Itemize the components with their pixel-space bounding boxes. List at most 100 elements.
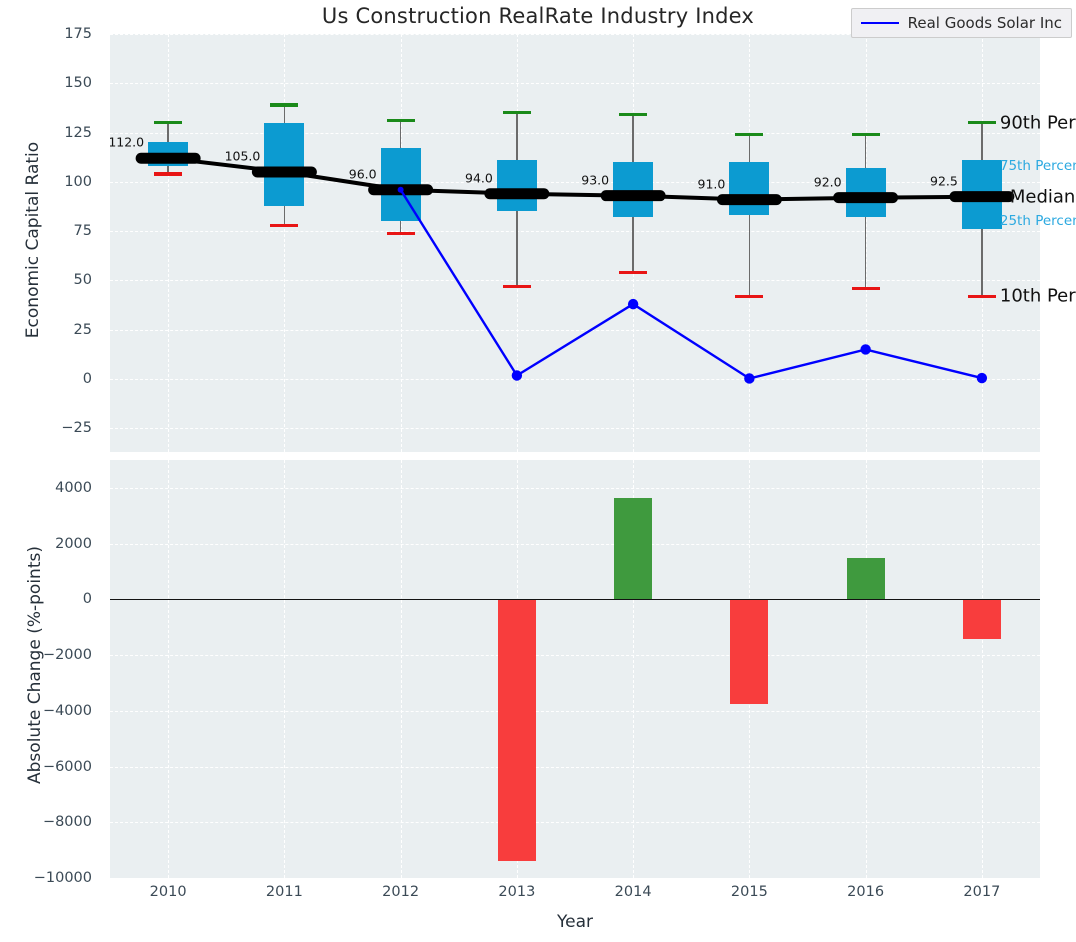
gridline-horizontal <box>110 655 1040 657</box>
y-tick-label: −6000 <box>42 758 92 775</box>
cap-90th-percentile <box>851 132 880 137</box>
y-tick-label: 75 <box>73 223 92 240</box>
cap-10th-percentile <box>270 223 299 227</box>
cap-90th-percentile <box>735 132 764 137</box>
bar-positive <box>846 558 885 600</box>
legend-label: Real Goods Solar Inc <box>907 14 1062 32</box>
x-tick-label: 2012 <box>382 884 420 900</box>
bottom-y-axis-ticks: 4000 2000 0 −2000 −4000 −6000 −8000 −10000 <box>0 460 100 886</box>
gridline-vertical <box>400 460 402 878</box>
cap-90th-percentile <box>154 121 183 125</box>
box-iqr <box>845 168 886 218</box>
y-tick-label: −2000 <box>42 647 92 664</box>
y-tick-label: 4000 <box>55 479 92 496</box>
gridline-horizontal <box>110 231 1040 233</box>
cap-90th-percentile <box>386 119 415 123</box>
legend-line-swatch <box>860 22 899 24</box>
annotation-75th-percentile: 75th Percentile <box>999 158 1076 175</box>
x-tick-label: 2015 <box>730 884 768 900</box>
y-tick-label: 150 <box>64 75 92 92</box>
bar-negative <box>962 599 1001 640</box>
gridline-vertical <box>633 460 635 878</box>
box-iqr <box>613 162 654 218</box>
median-value-label: 92.0 <box>813 174 842 190</box>
median-value-label: 96.0 <box>348 166 377 182</box>
y-tick-label: −25 <box>61 420 92 437</box>
annotation-median: Median <box>1009 186 1076 208</box>
median-value-label: 112.0 <box>110 134 145 150</box>
box-iqr <box>380 148 421 222</box>
gridline-horizontal <box>110 710 1040 712</box>
y-tick-label: 0 <box>82 591 92 608</box>
annotation-10th-percentile: 10th Percentile <box>999 285 1076 307</box>
cap-90th-percentile <box>502 111 531 115</box>
box-iqr <box>148 142 189 167</box>
y-tick-label: −4000 <box>42 702 92 719</box>
median-value-label: 93.0 <box>581 172 610 188</box>
cap-10th-percentile <box>502 284 531 288</box>
annotation-25th-percentile: 25th Percentile <box>999 213 1076 230</box>
gridline-vertical <box>284 34 286 452</box>
median-value-label: 94.0 <box>465 170 493 186</box>
gridline-horizontal <box>110 181 1040 183</box>
bar-panel <box>110 460 1040 878</box>
legend: Real Goods Solar Inc <box>850 8 1072 38</box>
x-tick-label: 2016 <box>847 884 885 900</box>
gridline-horizontal <box>110 280 1040 282</box>
gridline-vertical <box>981 460 983 878</box>
box-iqr <box>961 160 1002 230</box>
median-value-label: 105.0 <box>224 148 261 164</box>
cap-90th-percentile <box>967 121 996 125</box>
gridline-horizontal <box>110 428 1040 430</box>
x-tick-label: 2017 <box>963 884 1001 900</box>
y-tick-label: 2000 <box>55 535 92 552</box>
gridline-horizontal <box>110 34 1040 35</box>
gridline-vertical <box>168 34 170 452</box>
top-y-axis-title: Economic Capital Ratio <box>23 141 43 339</box>
boxplot-plot-area: 112.0 105.0 96.0 94.0 93.0 91.0 92.0 92.5 <box>110 34 1040 452</box>
gridline-horizontal <box>110 543 1040 545</box>
cap-10th-percentile <box>851 286 880 290</box>
x-tick-label: 2014 <box>614 884 652 900</box>
gridline-vertical <box>865 460 867 878</box>
x-tick-label: 2010 <box>149 884 187 900</box>
cap-90th-percentile <box>270 103 299 107</box>
y-tick-label: 0 <box>82 371 92 388</box>
gridline-horizontal <box>110 487 1040 489</box>
zero-reference-line <box>110 599 1040 601</box>
gridline-vertical <box>400 34 402 452</box>
cap-90th-percentile <box>619 113 648 117</box>
gridline-vertical <box>168 460 170 878</box>
cap-10th-percentile <box>154 172 183 176</box>
y-tick-label: −8000 <box>42 814 92 831</box>
y-tick-label: −10000 <box>33 870 92 886</box>
page-title: Us Construction RealRate Industry Index <box>321 4 755 28</box>
median-value-label: 92.5 <box>930 173 958 189</box>
cap-10th-percentile <box>735 294 764 298</box>
y-tick-label: 50 <box>73 272 92 289</box>
y-tick-label: 25 <box>73 321 92 338</box>
gridline-horizontal <box>110 83 1040 85</box>
bottom-y-axis-title: Absolute Change (%-points) <box>25 546 45 784</box>
gridline-horizontal <box>110 132 1040 134</box>
gridline-horizontal <box>110 379 1040 381</box>
gridline-horizontal <box>110 766 1040 768</box>
box-iqr <box>729 162 770 216</box>
bar-plot-area <box>110 460 1040 878</box>
box-iqr <box>264 122 305 206</box>
gridline-horizontal <box>110 329 1040 331</box>
bar-positive <box>614 498 653 600</box>
x-tick-label: 2011 <box>265 884 303 900</box>
top-y-axis-ticks: 175 150 125 100 75 50 25 0 −25 <box>0 26 100 452</box>
y-tick-label: 175 <box>64 26 92 42</box>
gridline-horizontal <box>110 822 1040 824</box>
bar-negative <box>497 599 536 862</box>
gridline-vertical <box>284 460 286 878</box>
bar-negative <box>730 599 769 704</box>
y-tick-label: 125 <box>64 124 92 141</box>
annotation-90th-percentile: 90th Percentile <box>999 112 1076 134</box>
box-iqr <box>496 160 537 212</box>
cap-10th-percentile <box>386 231 415 235</box>
cap-10th-percentile <box>619 270 648 275</box>
